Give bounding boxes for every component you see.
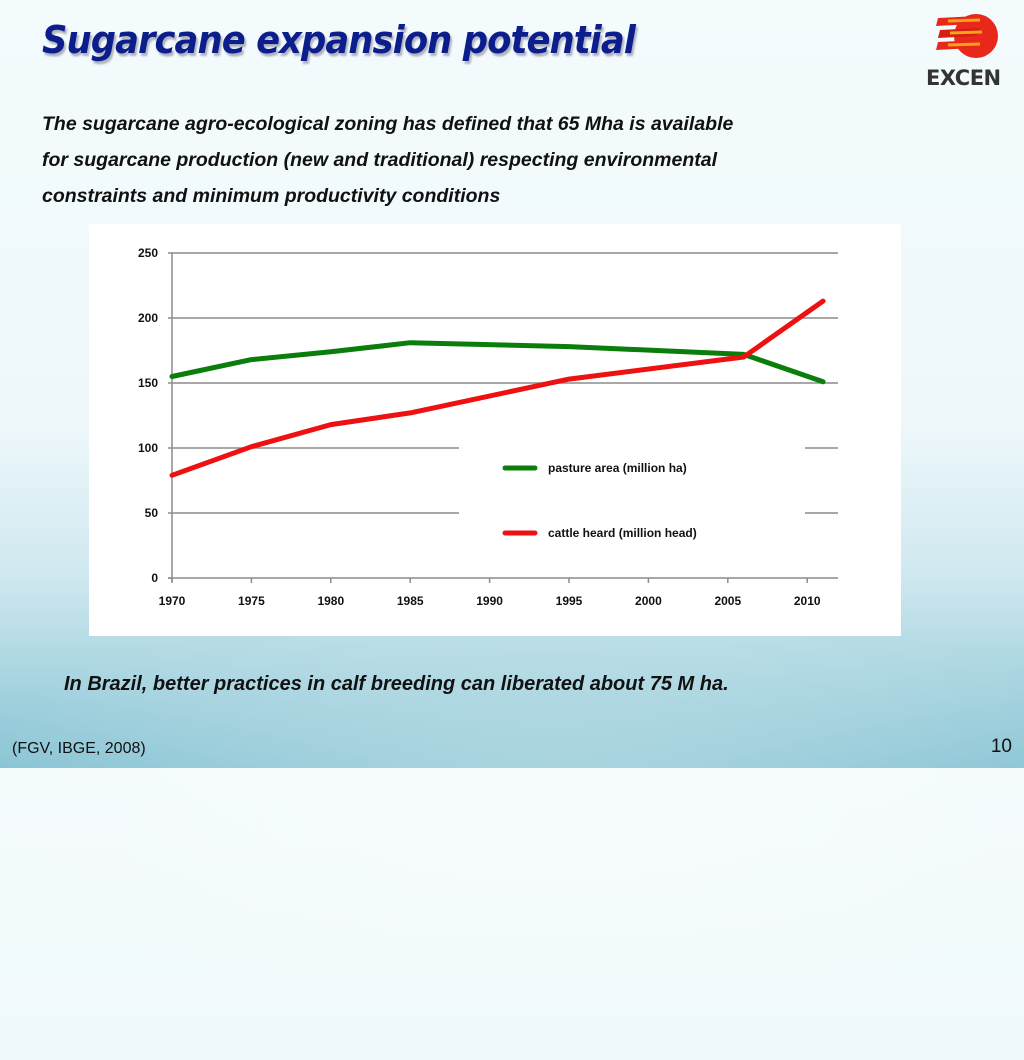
y-tick-label: 100	[138, 441, 158, 455]
x-tick-label: 2010	[794, 594, 821, 608]
intro-text: The sugarcane agro-ecological zoning has…	[42, 106, 972, 214]
y-tick-labels: 0 50 100 150 200 250	[138, 246, 158, 585]
y-tick-label: 50	[145, 506, 159, 520]
footer-note: In Brazil, better practices in calf bree…	[64, 673, 729, 696]
x-tick-label: 2005	[714, 594, 741, 608]
logo-icon	[918, 8, 1014, 68]
legend-label: cattle heard (million head)	[548, 526, 697, 540]
excen-logo: EXCEN	[918, 8, 1014, 92]
chart-container: 0 50 100 150 200 250 1970 1975 1980 1985 1990 1995…	[89, 224, 901, 636]
x-tick-label: 1985	[397, 594, 424, 608]
x-tick-label: 2000	[635, 594, 662, 608]
source-citation: (FGV, IBGE, 2008)	[12, 740, 146, 758]
intro-line: for sugarcane production (new and tradit…	[42, 142, 972, 178]
intro-line: constraints and minimum productivity con…	[42, 178, 972, 214]
x-tick-label: 1975	[238, 594, 265, 608]
logo-text: EXCEN	[926, 66, 1001, 90]
slide-title: Sugarcane expansion potential	[42, 18, 635, 62]
y-tick-label: 150	[138, 376, 158, 390]
series-line-pasture	[172, 343, 823, 382]
page-number: 10	[991, 736, 1012, 758]
x-tick-label: 1970	[159, 594, 186, 608]
x-tick-label: 1980	[317, 594, 344, 608]
y-tick-label: 0	[151, 571, 158, 585]
intro-line: The sugarcane agro-ecological zoning has…	[42, 106, 972, 142]
y-tick-label: 200	[138, 311, 158, 325]
x-tick-label: 1990	[476, 594, 503, 608]
line-chart: 0 50 100 150 200 250 1970 1975 1980 1985 1990 1995…	[89, 224, 901, 636]
y-tick-label: 250	[138, 246, 158, 260]
legend-label: pasture area (million ha)	[548, 461, 687, 475]
x-tick-label: 1995	[556, 594, 583, 608]
x-tick-labels: 1970 1975 1980 1985 1990 1995 2000 2005 2010	[159, 594, 821, 608]
